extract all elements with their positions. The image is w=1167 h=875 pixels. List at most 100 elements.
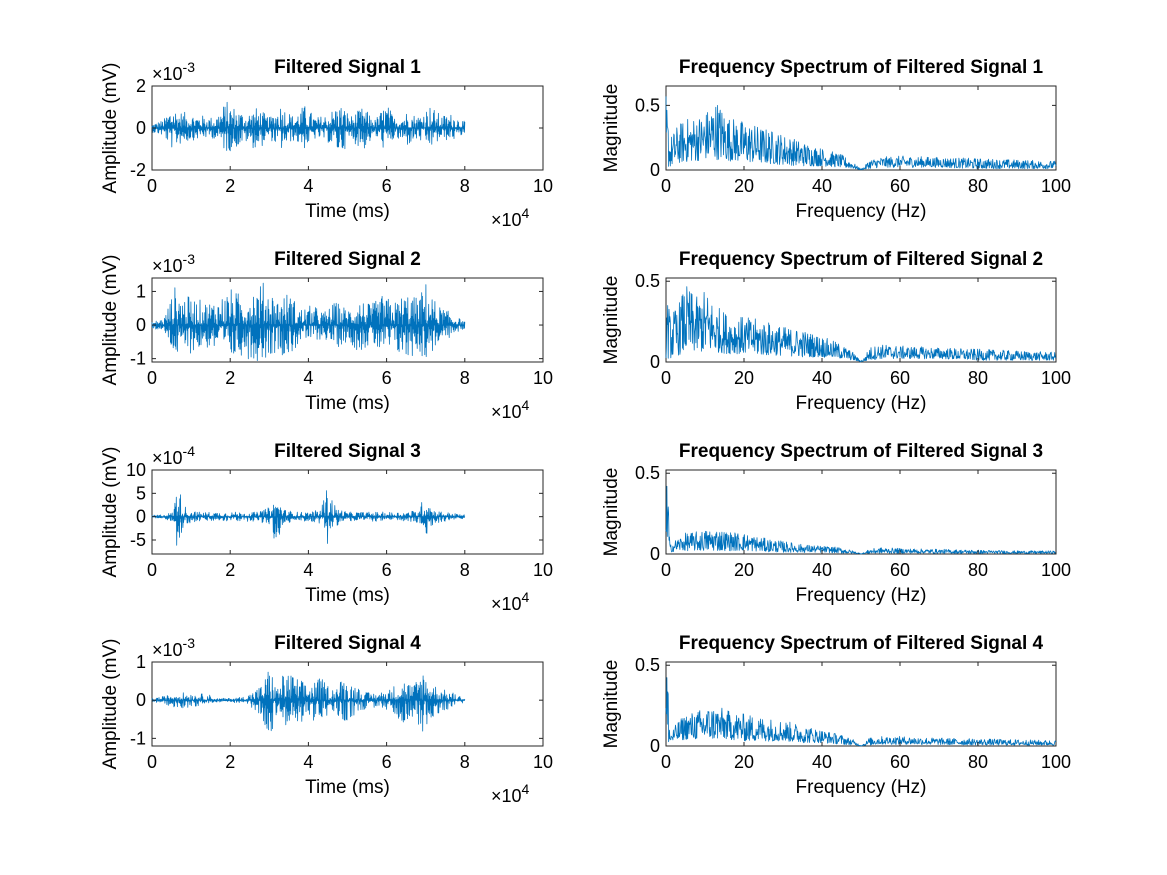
- x-tick-label: 40: [812, 752, 832, 772]
- series-trace: [151, 671, 466, 732]
- x-tick-label: 10: [533, 560, 553, 580]
- axes-box: [151, 277, 544, 363]
- x-tick-label: 0: [147, 368, 157, 388]
- x-tick-label: 20: [734, 176, 754, 196]
- series-trace: [151, 282, 466, 361]
- axes-box: [665, 277, 1057, 363]
- x-tick-label: 6: [382, 368, 392, 388]
- y-tick-label: -1: [130, 349, 146, 369]
- y-tick-label: 0: [136, 690, 146, 710]
- x-tick-label: 4: [303, 368, 313, 388]
- y-exponent-power: -3: [183, 59, 196, 75]
- y-exponent-power: -3: [183, 635, 196, 651]
- y-exponent-base: ×10: [152, 448, 183, 468]
- series-trace: [665, 677, 1057, 747]
- y-axis-exponent: ×10-3: [152, 59, 195, 84]
- subplot-2: 0 20 40 60 80 100 0 0.5 Frequency Spectrum of Fi…: [601, 57, 1071, 222]
- y-exponent-power: -3: [183, 251, 196, 267]
- y-tick-label: 2: [136, 76, 146, 96]
- x-tick-label: 80: [968, 752, 988, 772]
- x-tick-label: 60: [890, 368, 910, 388]
- x-axis-label: Frequency (Hz): [796, 201, 927, 222]
- y-axis-exponent: ×10-3: [152, 251, 195, 276]
- y-tick-label: 0.5: [635, 95, 660, 115]
- y-tick-label: 0: [136, 118, 146, 138]
- y-tick-label: 0: [136, 507, 146, 527]
- x-exponent-power: 4: [522, 589, 530, 605]
- x-tick-label: 20: [734, 560, 754, 580]
- y-tick-label: 1: [136, 652, 146, 672]
- x-axis-label: Frequency (Hz): [796, 777, 927, 798]
- subplot-6: 0 20 40 60 80 100 0 0.5 Frequency Spectrum of Fi…: [601, 441, 1071, 606]
- x-tick-label: 0: [147, 752, 157, 772]
- y-axis-label: Amplitude (mV): [100, 639, 121, 770]
- y-tick-label: 0: [650, 352, 660, 372]
- x-tick-label: 10: [533, 368, 553, 388]
- x-axis-label: Time (ms): [305, 393, 390, 414]
- y-exponent-base: ×10: [152, 640, 183, 660]
- x-tick-label: 2: [225, 752, 235, 772]
- x-tick-label: 40: [812, 176, 832, 196]
- x-exponent-base: ×10: [491, 594, 522, 614]
- x-tick-label: 60: [890, 752, 910, 772]
- x-axis-label: Time (ms): [305, 585, 390, 606]
- x-exponent-power: 4: [522, 205, 530, 221]
- x-tick-label: 40: [812, 560, 832, 580]
- x-tick-label: 0: [661, 752, 671, 772]
- x-tick-label: 20: [734, 752, 754, 772]
- y-tick-label: 0: [136, 315, 146, 335]
- y-axis-exponent: ×10-3: [152, 635, 195, 660]
- x-tick-label: 100: [1041, 176, 1071, 196]
- x-tick-label: 40: [812, 368, 832, 388]
- x-tick-label: 60: [890, 176, 910, 196]
- subplot-title: Filtered Signal 3: [274, 441, 421, 462]
- x-tick-label: 4: [303, 176, 313, 196]
- y-tick-label: 10: [126, 460, 146, 480]
- x-tick-label: 80: [968, 560, 988, 580]
- y-axis-label: Amplitude (mV): [100, 447, 121, 578]
- x-tick-label: 80: [968, 368, 988, 388]
- x-tick-label: 8: [460, 368, 470, 388]
- x-exponent-base: ×10: [491, 210, 522, 230]
- subplot-title: Frequency Spectrum of Filtered Signal 3: [679, 441, 1043, 462]
- x-axis-label: Frequency (Hz): [796, 393, 927, 414]
- subplot-title: Filtered Signal 2: [274, 249, 421, 270]
- y-tick-label: -5: [130, 530, 146, 550]
- y-tick-label: 0.5: [635, 463, 660, 483]
- x-axis-label: Frequency (Hz): [796, 585, 927, 606]
- x-exponent-power: 4: [522, 397, 530, 413]
- y-tick-label: 0: [650, 544, 660, 564]
- x-tick-label: 8: [460, 176, 470, 196]
- x-tick-label: 6: [382, 752, 392, 772]
- y-tick-label: 0: [650, 736, 660, 756]
- x-tick-label: 100: [1041, 752, 1071, 772]
- y-axis-label: Magnitude: [601, 84, 622, 173]
- y-tick-label: -1: [130, 728, 146, 748]
- subplot-title: Frequency Spectrum of Filtered Signal 1: [679, 57, 1044, 78]
- x-tick-label: 8: [460, 752, 470, 772]
- x-axis-exponent: ×104: [491, 397, 530, 422]
- series-trace: [665, 286, 1057, 363]
- x-tick-label: 100: [1041, 368, 1071, 388]
- x-exponent-base: ×10: [491, 402, 522, 422]
- x-tick-label: 0: [147, 560, 157, 580]
- y-exponent-base: ×10: [152, 256, 183, 276]
- y-tick-label: 1: [136, 281, 146, 301]
- subplot-4: 0 20 40 60 80 100 0 0.5 Frequency Spectrum of Fi…: [601, 249, 1071, 414]
- y-tick-label: 0: [650, 160, 660, 180]
- x-tick-label: 2: [225, 560, 235, 580]
- subplot-title: Frequency Spectrum of Filtered Signal 4: [679, 633, 1044, 654]
- x-axis-exponent: ×104: [491, 205, 530, 230]
- series-trace: [665, 485, 1057, 555]
- y-exponent-base: ×10: [152, 64, 183, 84]
- x-tick-label: 8: [460, 560, 470, 580]
- x-tick-label: 0: [661, 368, 671, 388]
- x-tick-label: 2: [225, 176, 235, 196]
- x-axis-exponent: ×104: [491, 589, 530, 614]
- x-tick-label: 4: [303, 752, 313, 772]
